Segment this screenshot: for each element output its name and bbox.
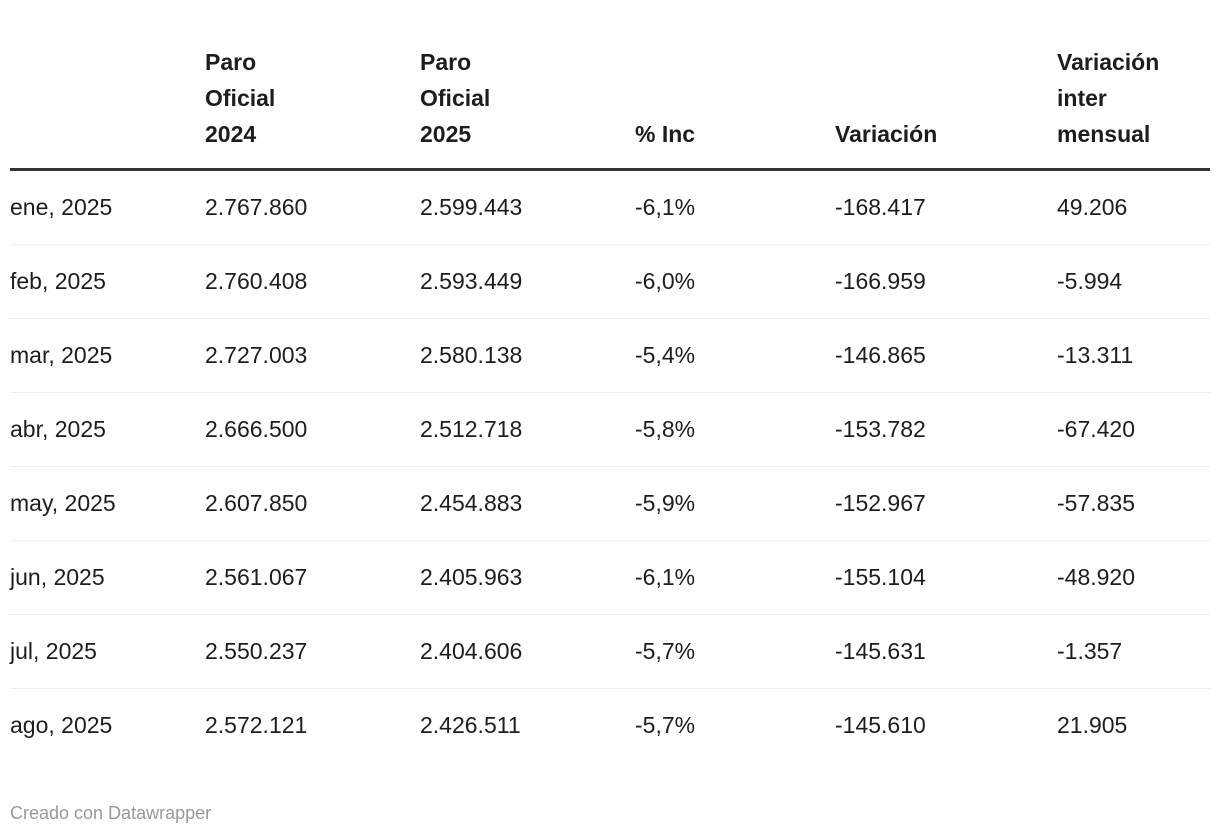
cell-intermensual: -13.311 — [1057, 318, 1210, 393]
table-row-ene: ene, 2025 2.767.860 2.599.443 -6,1% -168… — [10, 169, 1210, 245]
col-header-paro-oficial-2025: Paro Oficial 2025 — [420, 0, 635, 171]
cell-month: jul, 2025 — [10, 614, 205, 689]
cell-paro-2024: 2.550.237 — [205, 614, 420, 689]
cell-month: may, 2025 — [10, 466, 205, 541]
paro-oficial-table: Paro Oficial 2024 Paro Oficial 2025 % In… — [10, 0, 1210, 762]
cell-month: ene, 2025 — [10, 169, 205, 245]
cell-intermensual: 49.206 — [1057, 169, 1210, 245]
cell-paro-2025: 2.580.138 — [420, 318, 635, 393]
cell-month: mar, 2025 — [10, 318, 205, 393]
col-header-variacion: Variación — [835, 0, 1057, 171]
cell-intermensual: -5.994 — [1057, 244, 1210, 319]
table-row-abr: abr, 2025 2.666.500 2.512.718 -5,8% -153… — [10, 392, 1210, 467]
cell-paro-2024: 2.727.003 — [205, 318, 420, 393]
table-row-may: may, 2025 2.607.850 2.454.883 -5,9% -152… — [10, 466, 1210, 541]
table-row-jun: jun, 2025 2.561.067 2.405.963 -6,1% -155… — [10, 540, 1210, 615]
datawrapper-attribution-link[interactable]: Creado con Datawrapper — [10, 803, 212, 823]
cell-paro-2025: 2.405.963 — [420, 540, 635, 615]
cell-pct-inc: -5,8% — [635, 392, 835, 467]
cell-pct-inc: -5,4% — [635, 318, 835, 393]
table-row-ago: ago, 2025 2.572.121 2.426.511 -5,7% -145… — [10, 689, 1210, 763]
header-row: Paro Oficial 2024 Paro Oficial 2025 % In… — [10, 0, 1210, 171]
cell-paro-2024: 2.666.500 — [205, 392, 420, 467]
cell-pct-inc: -6,1% — [635, 540, 835, 615]
cell-variacion: -155.104 — [835, 540, 1057, 615]
cell-variacion: -152.967 — [835, 466, 1057, 541]
cell-pct-inc: -5,9% — [635, 466, 835, 541]
col-header-paro-oficial-2024: Paro Oficial 2024 — [205, 0, 420, 171]
cell-paro-2024: 2.561.067 — [205, 540, 420, 615]
cell-variacion: -168.417 — [835, 169, 1057, 245]
col-header-month — [10, 0, 205, 171]
cell-intermensual: -1.357 — [1057, 614, 1210, 689]
cell-paro-2025: 2.454.883 — [420, 466, 635, 541]
cell-month: jun, 2025 — [10, 540, 205, 615]
footer: Creado con Datawrapper — [10, 802, 1210, 824]
table-body: ene, 2025 2.767.860 2.599.443 -6,1% -168… — [10, 169, 1210, 763]
cell-intermensual: -67.420 — [1057, 392, 1210, 467]
cell-paro-2025: 2.599.443 — [420, 169, 635, 245]
cell-variacion: -166.959 — [835, 244, 1057, 319]
cell-variacion: -145.631 — [835, 614, 1057, 689]
cell-variacion: -146.865 — [835, 318, 1057, 393]
cell-pct-inc: -6,0% — [635, 244, 835, 319]
cell-paro-2025: 2.512.718 — [420, 392, 635, 467]
col-header-variacion-intermensual: Variación inter mensual — [1057, 0, 1210, 171]
table-header: Paro Oficial 2024 Paro Oficial 2025 % In… — [10, 0, 1210, 171]
table-row-jul: jul, 2025 2.550.237 2.404.606 -5,7% -145… — [10, 614, 1210, 689]
cell-paro-2025: 2.593.449 — [420, 244, 635, 319]
cell-pct-inc: -6,1% — [635, 169, 835, 245]
table-row-mar: mar, 2025 2.727.003 2.580.138 -5,4% -146… — [10, 318, 1210, 393]
cell-paro-2024: 2.760.408 — [205, 244, 420, 319]
cell-intermensual: 21.905 — [1057, 712, 1128, 738]
cell-month: abr, 2025 — [10, 392, 205, 467]
col-header-pct-inc: % Inc — [635, 0, 835, 171]
cell-variacion: -153.782 — [835, 392, 1057, 467]
cell-intermensual: -48.920 — [1057, 540, 1210, 615]
cell-variacion: -145.610 — [835, 712, 926, 738]
cell-month: feb, 2025 — [10, 244, 205, 319]
cell-paro-2024: 2.572.121 — [205, 712, 308, 738]
cell-paro-2025: 2.404.606 — [420, 614, 635, 689]
cell-paro-2024: 2.607.850 — [205, 466, 420, 541]
cell-paro-2024: 2.767.860 — [205, 169, 420, 245]
table-row-feb: feb, 2025 2.760.408 2.593.449 -6,0% -166… — [10, 244, 1210, 319]
cell-paro-2025: 2.426.511 — [420, 712, 521, 738]
cell-pct-inc: -5,7% — [635, 712, 696, 738]
cell-intermensual: -57.835 — [1057, 466, 1210, 541]
cell-month: ago, 2025 — [10, 712, 113, 738]
cell-pct-inc: -5,7% — [635, 614, 835, 689]
